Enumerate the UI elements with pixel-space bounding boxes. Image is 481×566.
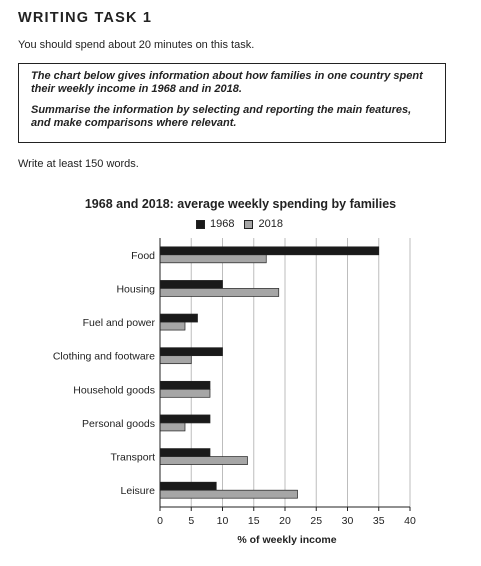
category-label: Leisure: [121, 485, 156, 497]
x-tick-label: 10: [217, 515, 229, 527]
bar-1968-4: [160, 348, 223, 356]
category-label: Household goods: [73, 384, 155, 396]
x-tick-label: 20: [279, 515, 291, 527]
category-label: Fuel and power: [83, 317, 156, 329]
category-label: Transport: [110, 452, 155, 464]
category-label: Housing: [116, 283, 155, 295]
x-tick-label: 35: [373, 515, 385, 527]
bar-2018-7: [160, 457, 248, 465]
category-label: Clothing and footware: [53, 351, 155, 363]
bar-2018-1: [160, 255, 266, 263]
bar-1968-8: [160, 482, 216, 490]
x-axis-title: % of weekly income: [237, 534, 336, 546]
bar-2018-2: [160, 288, 279, 296]
x-tick-label: 30: [342, 515, 354, 527]
bar-1968-2: [160, 280, 223, 288]
bar-1968-6: [160, 415, 210, 423]
x-tick-label: 0: [157, 515, 163, 527]
bar-2018-4: [160, 356, 191, 364]
bar-2018-8: [160, 490, 298, 498]
bar-1968-7: [160, 449, 210, 457]
bar-2018-6: [160, 423, 185, 431]
category-label: Personal goods: [82, 418, 155, 430]
bar-1968-3: [160, 314, 198, 322]
bar-1968-1: [160, 247, 379, 255]
bar-2018-3: [160, 322, 185, 330]
x-tick-label: 25: [310, 515, 322, 527]
x-tick-label: 15: [248, 515, 260, 527]
bar-1968-5: [160, 381, 210, 389]
category-label: Food: [131, 250, 155, 262]
x-tick-label: 5: [188, 515, 194, 527]
bar-2018-5: [160, 389, 210, 397]
x-tick-label: 40: [404, 515, 416, 527]
